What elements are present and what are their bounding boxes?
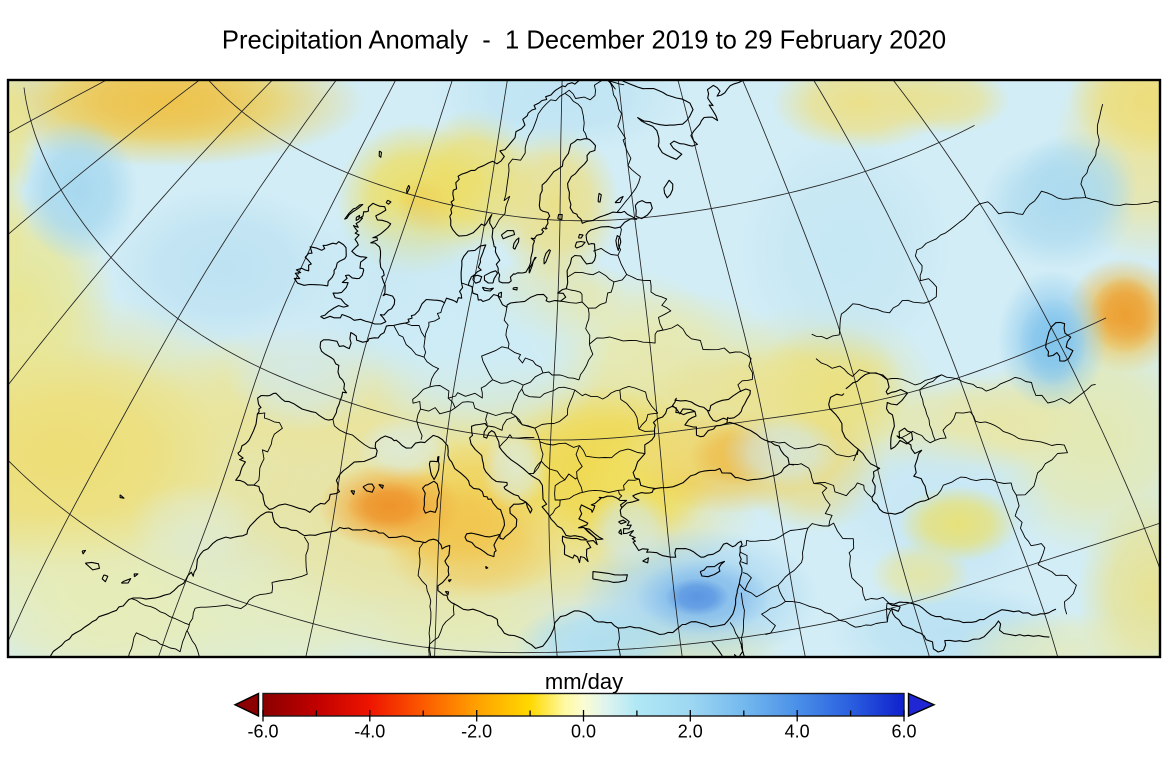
svg-text:2.0: 2.0 bbox=[678, 722, 703, 742]
svg-text:Precipitation Anomaly - 1 De: Precipitation Anomaly - 1 December 2019 … bbox=[222, 27, 946, 55]
svg-text:mm/day: mm/day bbox=[545, 669, 623, 694]
svg-text:-4.0: -4.0 bbox=[354, 722, 385, 742]
svg-text:0.0: 0.0 bbox=[571, 722, 596, 742]
svg-text:4.0: 4.0 bbox=[785, 722, 810, 742]
svg-text:-6.0: -6.0 bbox=[247, 722, 278, 742]
svg-text:6.0: 6.0 bbox=[891, 722, 916, 742]
svg-text:-2.0: -2.0 bbox=[461, 722, 492, 742]
